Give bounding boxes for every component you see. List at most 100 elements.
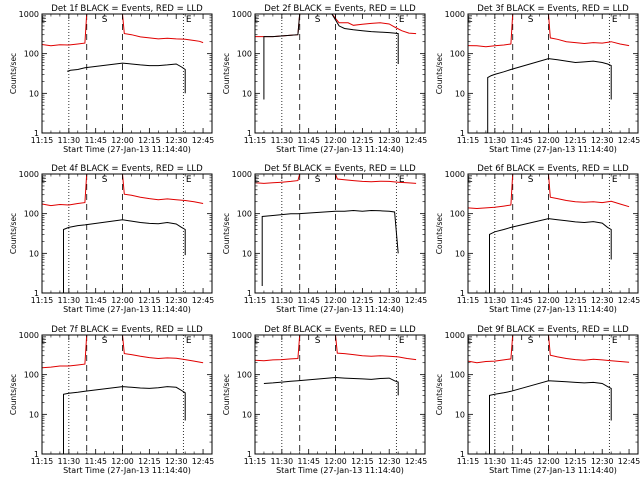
interval-marker-label: E [254, 15, 260, 25]
x-tick-label: 12:30 [591, 296, 614, 305]
plot-frame [254, 334, 426, 455]
x-tick-label: 12:00 [324, 296, 347, 305]
y-tick-label: 1000 [19, 331, 39, 340]
y-axis-label: Counts/sec [435, 53, 444, 94]
y-axis-label: Counts/sec [9, 213, 18, 254]
y-tick-label: 10 [242, 89, 252, 98]
x-tick-label: 12:45 [192, 457, 215, 466]
y-tick-label: 100 [24, 210, 39, 219]
x-tick-label: 11:15 [31, 136, 54, 145]
series-events-line [263, 376, 399, 396]
y-tick-label: 1000 [445, 331, 465, 340]
interval-marker-label: E [399, 15, 405, 25]
series-lld-line [42, 174, 204, 207]
x-tick-label: 11:30 [271, 296, 294, 305]
x-tick-label: 11:45 [510, 296, 533, 305]
y-tick-label: 10 [29, 89, 39, 98]
panel-title: Det 3f BLACK = Events, RED = LLD [477, 4, 629, 14]
interval-marker-label: E [254, 175, 260, 185]
y-tick-label: 1 [460, 289, 465, 298]
series-lld-line [468, 335, 630, 364]
x-tick-label: 11:45 [510, 136, 533, 145]
interval-marker-label: S [315, 336, 321, 346]
series-lld-line [42, 335, 204, 369]
x-tick-label: 11:30 [58, 457, 81, 466]
x-tick-label: 12:15 [138, 457, 161, 466]
x-tick-label: 12:00 [111, 296, 134, 305]
y-tick-label: 10 [29, 249, 39, 258]
panel-det-7: Det 7f BLACK = Events, RED = LLD 1 10 100 10… [9, 325, 214, 475]
y-tick-label: 100 [237, 210, 252, 219]
y-tick-label: 1000 [232, 170, 252, 179]
x-tick-label: 11:45 [84, 457, 107, 466]
series-events-line [263, 14, 399, 100]
interval-marker-label: E [467, 336, 473, 346]
series-events-line [63, 386, 186, 454]
x-axis-label: Start Time (27-Jan-13 11:14:40) [63, 466, 191, 475]
series-lld-line [42, 14, 204, 47]
y-tick-label: 1 [34, 450, 39, 459]
x-tick-label: 11:15 [31, 296, 54, 305]
series-lld-line [468, 14, 630, 48]
interval-marker-label: S [315, 15, 321, 25]
x-tick-label: 11:30 [271, 136, 294, 145]
y-axis-label: Counts/sec [222, 374, 231, 415]
x-axis-label: Start Time (27-Jan-13 11:14:40) [276, 145, 404, 154]
y-tick-label: 10 [455, 249, 465, 258]
panel-title: Det 6f BLACK = Events, RED = LLD [477, 164, 629, 174]
y-tick-label: 1000 [19, 10, 39, 19]
series-events-line [63, 219, 186, 293]
y-tick-label: 100 [24, 50, 39, 59]
x-tick-label: 12:15 [351, 296, 374, 305]
x-tick-label: 12:45 [192, 296, 215, 305]
panel-title: Det 7f BLACK = Events, RED = LLD [51, 325, 203, 335]
x-tick-label: 12:15 [564, 296, 587, 305]
plot-frame [41, 334, 213, 455]
x-tick-label: 12:45 [405, 457, 428, 466]
interval-marker-label: E [467, 175, 473, 185]
interval-marker-label: E [186, 336, 192, 346]
y-tick-label: 100 [24, 371, 39, 380]
x-tick-label: 11:15 [457, 296, 480, 305]
y-tick-label: 10 [242, 410, 252, 419]
interval-marker-label: E [467, 15, 473, 25]
series-events-line [489, 380, 612, 454]
panel-series-group [42, 335, 204, 454]
y-tick-label: 100 [237, 50, 252, 59]
x-tick-label: 11:45 [510, 457, 533, 466]
y-tick-label: 1000 [445, 10, 465, 19]
interval-marker-label: S [528, 15, 534, 25]
y-tick-label: 1 [34, 289, 39, 298]
x-tick-label: 12:30 [165, 296, 188, 305]
panel-det-2: Det 2f BLACK = Events, RED = LLD 1 10 100 10… [222, 4, 427, 154]
x-tick-label: 12:15 [564, 457, 587, 466]
interval-marker-label: E [612, 336, 618, 346]
x-tick-label: 12:00 [537, 457, 560, 466]
plot-frame [41, 173, 213, 294]
series-events-line [261, 209, 399, 286]
panel-series-group [42, 14, 204, 94]
plot-frame [254, 13, 426, 134]
x-tick-label: 11:45 [297, 457, 320, 466]
x-axis-label: Start Time (27-Jan-13 11:14:40) [63, 305, 191, 314]
series-lld-line [468, 174, 630, 210]
y-axis-label: Counts/sec [435, 374, 444, 415]
x-axis-label: Start Time (27-Jan-13 11:14:40) [489, 145, 617, 154]
panel-det-8: Det 8f BLACK = Events, RED = LLD 1 10 100 10… [222, 325, 427, 475]
interval-marker-label: E [254, 336, 260, 346]
series-events-line [489, 218, 612, 293]
plot-frame [41, 13, 213, 134]
x-tick-label: 12:30 [378, 296, 401, 305]
x-tick-label: 11:30 [58, 136, 81, 145]
x-tick-label: 12:15 [351, 136, 374, 145]
y-tick-label: 1 [460, 129, 465, 138]
panel-det-3: Det 3f BLACK = Events, RED = LLD 1 10 100 10… [435, 4, 640, 154]
series-events-line [487, 58, 612, 133]
x-axis-label: Start Time (27-Jan-13 11:14:40) [276, 305, 404, 314]
y-axis-label: Counts/sec [9, 374, 18, 415]
plot-frame [254, 173, 426, 294]
x-tick-label: 12:15 [351, 457, 374, 466]
y-tick-label: 10 [455, 89, 465, 98]
x-tick-label: 11:15 [244, 457, 267, 466]
